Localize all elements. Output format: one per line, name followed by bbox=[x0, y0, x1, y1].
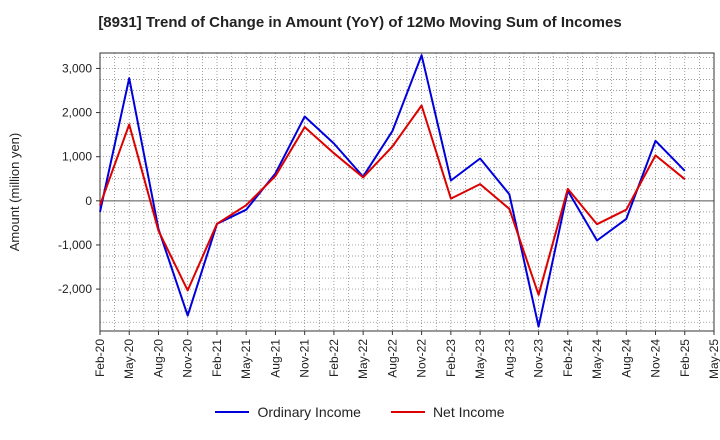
x-tick-label: May-25 bbox=[707, 339, 720, 379]
x-tick-label: Aug-24 bbox=[619, 339, 633, 378]
y-tick-label: 3,000 bbox=[62, 61, 92, 75]
chart-title: [8931] Trend of Change in Amount (YoY) o… bbox=[98, 14, 622, 31]
x-tick-label: Feb-22 bbox=[327, 339, 341, 377]
x-tick-label: Aug-20 bbox=[151, 339, 165, 378]
x-tick-label: Aug-21 bbox=[268, 339, 282, 378]
x-tick-label: Feb-21 bbox=[210, 339, 224, 377]
series-line-ordinary-income bbox=[99, 54, 686, 328]
x-tick-label: Feb-25 bbox=[678, 339, 692, 377]
legend-swatch-net-income bbox=[390, 411, 425, 413]
x-tick-label: Aug-22 bbox=[385, 339, 399, 378]
plot-frame bbox=[99, 52, 715, 332]
x-tick-label: Nov-20 bbox=[181, 339, 195, 378]
legend-label-net-income: Net Income bbox=[432, 404, 505, 420]
y-tick-label: -2,000 bbox=[58, 282, 92, 296]
x-tick-label: Nov-24 bbox=[649, 339, 663, 378]
x-tick-label: Nov-21 bbox=[298, 339, 312, 378]
x-tick-label: May-24 bbox=[590, 339, 604, 379]
y-tick-label: 2,000 bbox=[62, 106, 92, 120]
x-tick-label: Nov-23 bbox=[532, 339, 546, 378]
legend-label-ordinary-income: Ordinary Income bbox=[257, 404, 361, 420]
x-tick-label: Feb-23 bbox=[444, 339, 458, 377]
legend-item-ordinary-income[interactable]: Ordinary Income bbox=[215, 404, 361, 420]
x-tick-label: May-21 bbox=[239, 339, 253, 379]
y-tick-label: 0 bbox=[85, 194, 92, 208]
x-tick-label: Feb-24 bbox=[561, 339, 575, 377]
series-line-net-income bbox=[99, 104, 686, 296]
x-tick-label: Feb-20 bbox=[93, 339, 107, 377]
y-axis-label: Amount (million yen) bbox=[7, 133, 22, 252]
x-tick-label: May-22 bbox=[356, 339, 370, 379]
y-tick-label: -1,000 bbox=[58, 238, 92, 252]
x-tick-label: Nov-22 bbox=[415, 339, 429, 378]
legend-swatch-ordinary-income bbox=[215, 411, 250, 413]
x-tick-label: May-20 bbox=[122, 339, 136, 379]
x-tick-label: Aug-23 bbox=[502, 339, 516, 378]
legend-item-net-income[interactable]: Net Income bbox=[390, 404, 505, 420]
y-tick-label: 1,000 bbox=[62, 150, 92, 164]
chart-legend: Ordinary Income Net Income bbox=[0, 404, 720, 420]
x-tick-label: May-23 bbox=[473, 339, 487, 379]
